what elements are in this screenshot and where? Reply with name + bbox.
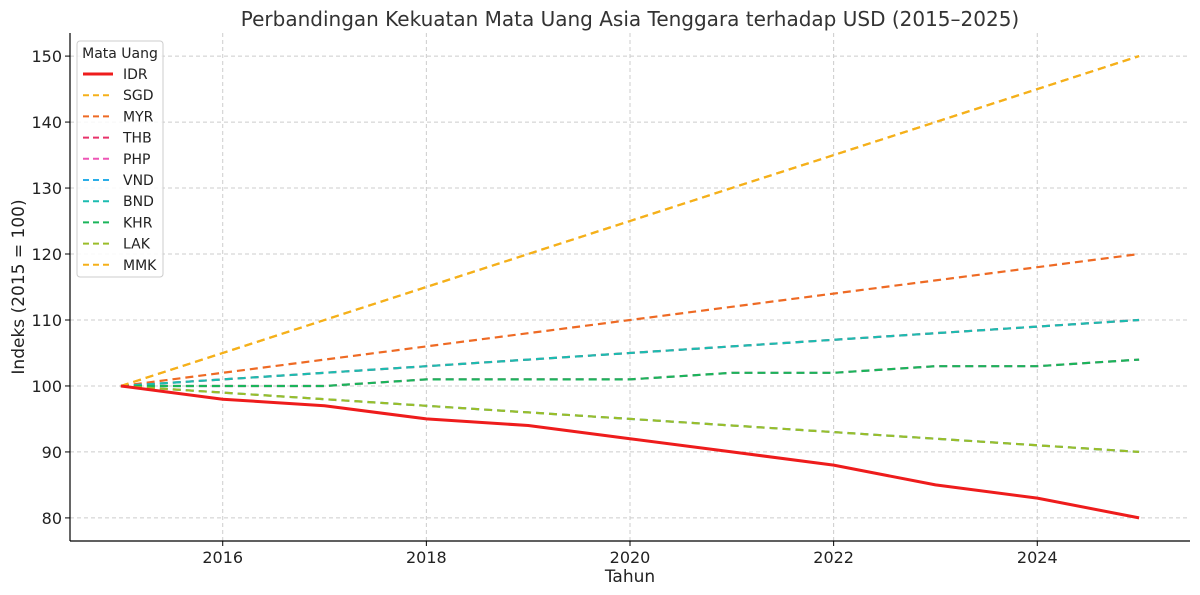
legend-label-thb: THB [122, 131, 152, 147]
series-line-khr [120, 358, 1140, 388]
y-tick-label: 120 [31, 245, 62, 264]
series-line-myr [120, 252, 1140, 388]
legend-title: Mata Uang [82, 46, 158, 62]
legend-label-mmk: MMK [123, 258, 157, 274]
legend-label-vnd: VND [123, 173, 154, 189]
legend-label-idr: IDR [123, 67, 148, 83]
x-tick-label: 2020 [610, 548, 651, 567]
legend-label-lak: LAK [123, 237, 151, 253]
grid [70, 33, 1190, 541]
x-tick-label: 2024 [1017, 548, 1058, 567]
y-tick-label: 130 [31, 179, 62, 198]
y-tick-label: 110 [31, 311, 62, 330]
series-line-mmk [120, 55, 1140, 388]
y-axis-label: Indeks (2015 = 100) [9, 199, 29, 374]
series-line-lak [120, 384, 1140, 453]
x-tick-label: 2018 [406, 548, 447, 567]
legend-label-bnd: BND [123, 194, 154, 210]
x-tick-label: 2016 [202, 548, 243, 567]
ticks: 2016 2018 2020 2022 2024 80 90 100 110 120 130 140 1… [31, 47, 1057, 567]
y-tick-label: 140 [31, 113, 62, 132]
legend: Mata Uang IDR SGD MYR THB PHP VND BND KHR LAK MMK [76, 40, 164, 278]
y-tick-label: 80 [42, 509, 62, 528]
legend-label-php: PHP [123, 152, 150, 168]
y-tick-label: 150 [31, 47, 62, 66]
series-lines [120, 55, 1140, 520]
series-line-bnd [120, 318, 1140, 388]
legend-items: IDR SGD MYR THB PHP VND BND KHR LAK MMK [83, 67, 157, 274]
chart-title: Perbandingan Kekuatan Mata Uang Asia Ten… [241, 7, 1019, 31]
x-tick-label: 2022 [813, 548, 854, 567]
y-tick-label: 100 [31, 377, 62, 396]
series-line-idr [120, 384, 1140, 520]
legend-label-sgd: SGD [123, 88, 154, 104]
legend-label-myr: MYR [123, 109, 154, 125]
legend-label-khr: KHR [123, 215, 153, 231]
legend-box [76, 40, 164, 278]
x-axis-label: Tahun [604, 567, 655, 587]
y-tick-label: 90 [42, 443, 62, 462]
